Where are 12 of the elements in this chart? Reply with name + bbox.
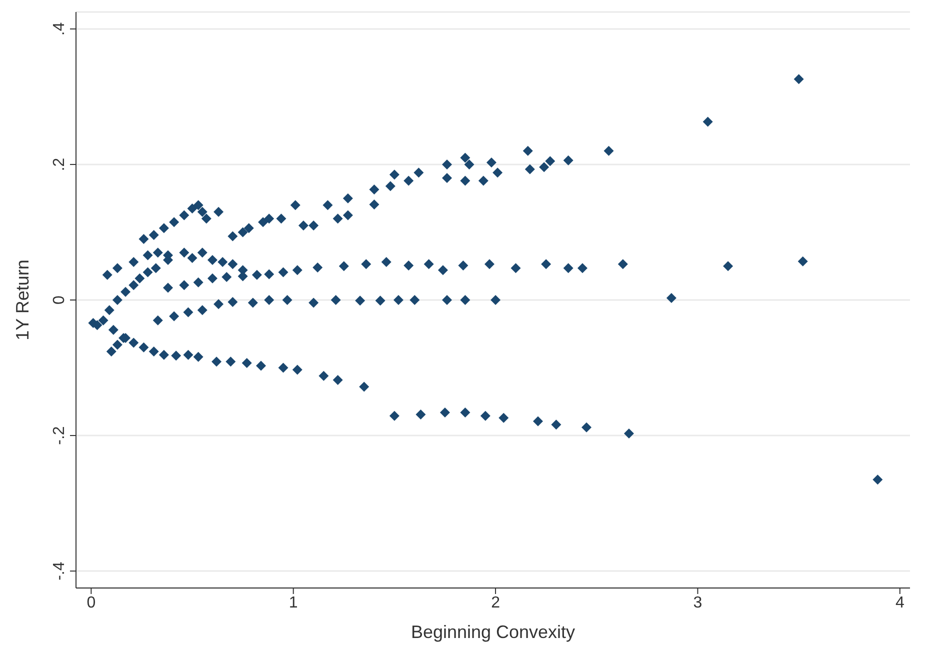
- x-tick-label: 4: [895, 594, 904, 612]
- x-tick-label: 0: [86, 594, 96, 612]
- x-tick-label: 2: [491, 594, 500, 612]
- x-axis-title: Beginning Convexity: [410, 622, 576, 642]
- y-tick-label: 0: [51, 295, 68, 304]
- y-tick-label: -.2: [51, 426, 68, 445]
- y-tick-label: .4: [51, 22, 68, 36]
- y-tick-label: -.4: [51, 562, 68, 580]
- y-tick-label: .2: [51, 158, 68, 172]
- x-tick-label: 3: [693, 594, 702, 612]
- y-axis-title: 1Y Return: [12, 260, 32, 340]
- x-tick-label: 1: [288, 594, 298, 612]
